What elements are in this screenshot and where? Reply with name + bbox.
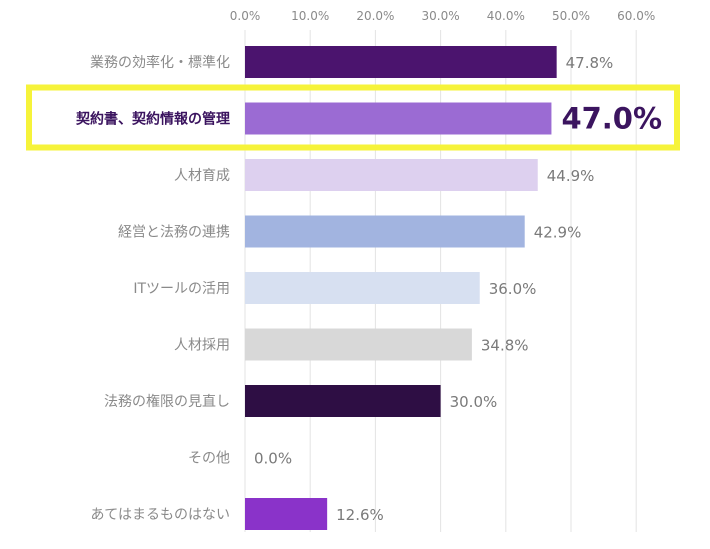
x-tick-label: 40.0% bbox=[487, 9, 525, 23]
x-tick-label: 10.0% bbox=[291, 9, 329, 23]
category-label: 経営と法務の連携 bbox=[118, 225, 230, 241]
data-label: 42.9% bbox=[534, 224, 582, 242]
data-label: 47.8% bbox=[566, 54, 614, 72]
bar bbox=[245, 215, 525, 248]
x-tick-label: 30.0% bbox=[422, 9, 460, 23]
bar bbox=[245, 46, 557, 78]
data-label: 36.0% bbox=[489, 280, 537, 298]
category-label: あてはまるものはない bbox=[91, 507, 230, 523]
category-label: 業務の効率化・標準化 bbox=[90, 54, 230, 71]
x-tick-label: 60.0% bbox=[617, 9, 655, 23]
x-tick-label: 0.0% bbox=[230, 9, 261, 23]
highlight-frame bbox=[26, 84, 680, 151]
data-label: 44.9% bbox=[547, 167, 595, 185]
data-label: 12.6% bbox=[336, 506, 384, 524]
bar bbox=[245, 498, 328, 530]
bars bbox=[245, 46, 557, 530]
x-tick-label: 50.0% bbox=[552, 9, 590, 23]
category-label: 法務の権限の見直し bbox=[104, 393, 230, 410]
value-labels: 47.8% 47.0% 44.9% 42.9% 36.0% 34.8% 30.0% 0.0% 1… bbox=[254, 54, 662, 524]
data-label: 0.0% bbox=[254, 450, 292, 468]
category-label: 人材採用 bbox=[174, 338, 230, 354]
x-axis-ticks: 0.0% 10.0% 20.0% 30.0% 40.0% 50.0% 60.0% bbox=[230, 9, 656, 23]
bar bbox=[245, 102, 552, 135]
category-label: その他 bbox=[188, 451, 230, 467]
bar bbox=[245, 328, 472, 361]
data-label: 34.8% bbox=[481, 337, 529, 355]
highlight-box bbox=[26, 84, 680, 151]
data-label: 30.0% bbox=[450, 393, 498, 411]
category-label: 人材育成 bbox=[174, 168, 230, 184]
bar bbox=[245, 385, 441, 417]
category-label: 契約書、契約情報の管理 bbox=[75, 111, 230, 128]
bar bbox=[245, 159, 538, 191]
data-label: 47.0% bbox=[561, 102, 662, 136]
bar bbox=[245, 272, 480, 304]
x-tick-label: 20.0% bbox=[356, 9, 394, 23]
category-label: ITツールの活用 bbox=[133, 281, 230, 297]
